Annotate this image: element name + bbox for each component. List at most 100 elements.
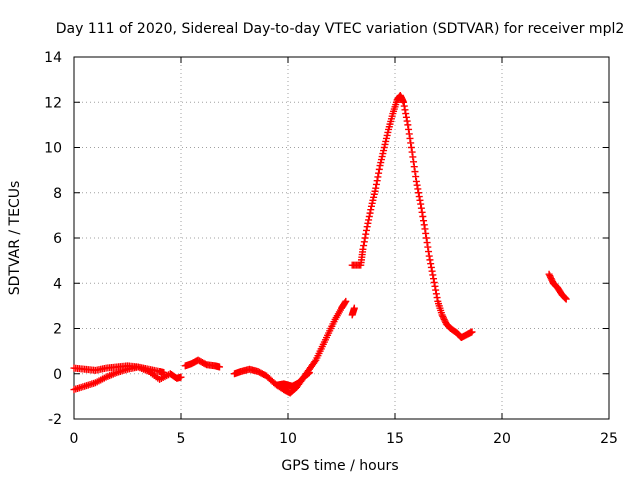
data-point xyxy=(468,328,476,336)
data-point xyxy=(430,278,438,286)
data-point xyxy=(342,297,350,305)
y-tick-label: 12 xyxy=(44,95,62,111)
data-point xyxy=(422,229,430,237)
y-tick-label: 14 xyxy=(44,50,62,66)
data-point xyxy=(418,208,426,216)
y-axis-label: SDTVAR / TECUs xyxy=(7,181,23,296)
data-point xyxy=(350,304,358,312)
data-point xyxy=(412,173,420,181)
data-point xyxy=(416,196,424,204)
data-point xyxy=(429,271,437,279)
data-point xyxy=(428,267,436,275)
y-tick-label: 10 xyxy=(44,141,62,157)
data-point xyxy=(406,134,414,142)
series-7 xyxy=(348,91,476,342)
data-point xyxy=(562,295,570,303)
data-point xyxy=(311,358,319,366)
y-tick-label: 4 xyxy=(53,276,62,292)
series-2 xyxy=(70,363,185,394)
data-point xyxy=(177,373,185,381)
data-point xyxy=(341,298,349,306)
data-point xyxy=(425,252,433,260)
data-point xyxy=(405,125,413,133)
data-point xyxy=(403,117,411,125)
data-point xyxy=(409,153,417,161)
chart-title: Day 111 of 2020, Sidereal Day-to-day VTE… xyxy=(56,21,625,37)
data-point xyxy=(305,369,313,377)
data-point xyxy=(415,189,423,197)
data-point xyxy=(375,165,383,173)
series-8 xyxy=(545,270,570,303)
data-point xyxy=(417,204,425,212)
data-point xyxy=(404,121,412,129)
data-point xyxy=(365,213,373,221)
data-point xyxy=(561,294,569,302)
x-axis-label: GPS time / hours xyxy=(281,458,398,474)
data-point xyxy=(400,98,408,106)
data-point xyxy=(372,184,380,192)
data-point xyxy=(410,163,418,171)
series-6 xyxy=(348,304,358,319)
data-point xyxy=(422,234,430,242)
data-point xyxy=(360,242,368,250)
grid xyxy=(74,57,609,419)
data-point xyxy=(423,239,431,247)
data-point xyxy=(375,169,383,177)
data-point xyxy=(360,238,368,246)
y-tick-label: 6 xyxy=(53,231,62,247)
y-tick-label: 2 xyxy=(53,322,62,338)
data-point xyxy=(373,177,381,185)
data-point xyxy=(411,168,419,176)
data-point xyxy=(417,200,425,208)
data-point xyxy=(405,130,413,138)
data-point xyxy=(401,106,409,114)
data-point xyxy=(413,181,421,189)
series-5 xyxy=(273,369,313,390)
data-point xyxy=(362,230,370,238)
data-point xyxy=(425,248,433,256)
data-point xyxy=(561,294,569,302)
data-point xyxy=(432,286,440,294)
data-point xyxy=(427,263,435,271)
x-tick-label: 5 xyxy=(177,431,186,447)
y-tick-label: -2 xyxy=(48,412,62,428)
data-point xyxy=(433,294,441,302)
data-point xyxy=(362,226,370,234)
data-points xyxy=(70,91,570,397)
y-tick-label: 0 xyxy=(53,367,62,383)
data-point xyxy=(426,256,434,264)
data-point xyxy=(359,245,367,253)
data-point xyxy=(410,158,418,166)
data-point xyxy=(415,193,423,201)
data-point xyxy=(407,144,415,151)
data-point xyxy=(408,148,416,156)
data-point xyxy=(367,206,375,214)
x-tick-label: 20 xyxy=(493,431,511,447)
data-point xyxy=(402,110,410,118)
data-point xyxy=(407,139,415,147)
data-point xyxy=(414,185,422,193)
series-4 xyxy=(231,297,350,397)
data-point xyxy=(216,363,224,371)
x-tick-label: 10 xyxy=(279,431,297,447)
data-point xyxy=(402,113,410,121)
data-point xyxy=(366,209,374,217)
x-tick-labels: 0 5 10 15 20 25 xyxy=(70,431,618,447)
data-point xyxy=(365,216,373,224)
data-point xyxy=(420,221,428,229)
data-point xyxy=(421,225,429,233)
data-point xyxy=(432,290,440,298)
x-tick-label: 15 xyxy=(386,431,404,447)
data-point xyxy=(412,177,420,185)
data-point xyxy=(364,219,372,227)
data-point xyxy=(430,275,438,283)
data-point xyxy=(361,234,369,242)
data-point xyxy=(420,217,428,225)
data-point xyxy=(372,180,380,188)
x-tick-label: 0 xyxy=(70,431,79,447)
y-tick-labels: -2 0 2 4 6 8 10 12 14 xyxy=(44,50,62,428)
y-tick-label: 8 xyxy=(53,186,62,202)
data-point xyxy=(363,223,371,231)
data-point xyxy=(400,102,408,110)
